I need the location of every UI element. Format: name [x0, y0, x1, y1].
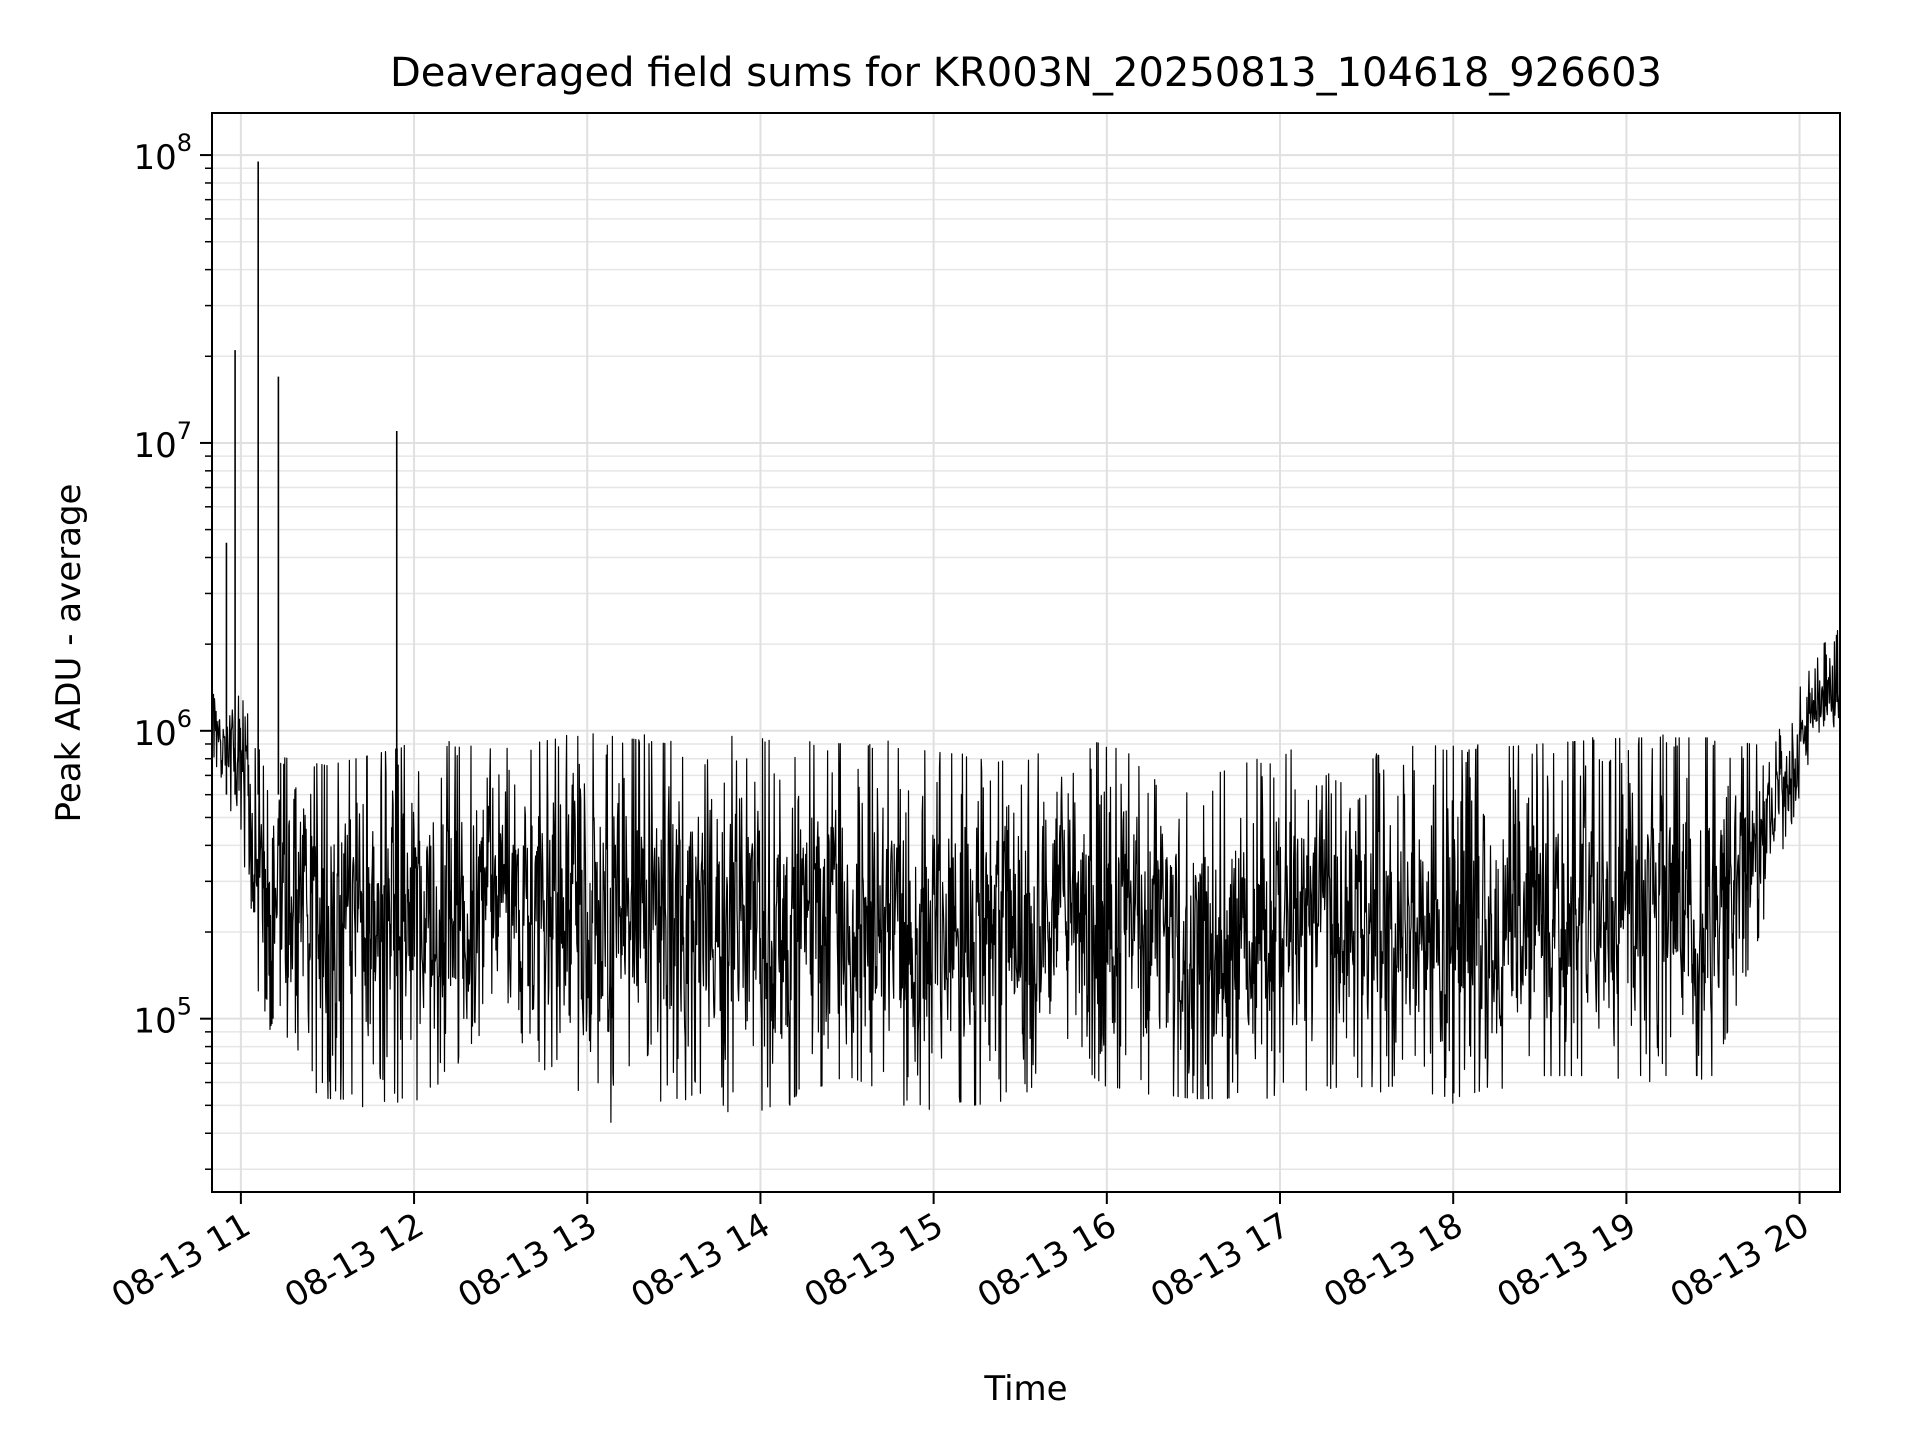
chart-title: Deaveraged field sums for KR003N_2025081…: [390, 50, 1662, 96]
series-line: [211, 161, 1841, 1123]
y-tick-label: 106: [133, 705, 192, 754]
plot-area-frame: [211, 112, 1841, 1193]
series-trace: [211, 629, 1841, 1123]
y-tick-label: 108: [133, 129, 192, 178]
y-axis: 105 106 107 108: [133, 129, 212, 1170]
y-axis-label: Peak ADU - average: [49, 484, 89, 823]
y-tick-label: 105: [133, 993, 192, 1042]
x-axis-label: Time: [983, 1369, 1067, 1409]
y-tick-label: 107: [133, 417, 192, 466]
